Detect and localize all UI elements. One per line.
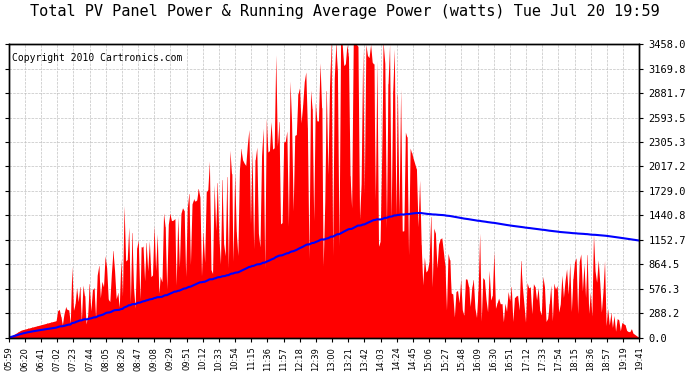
Text: Total PV Panel Power & Running Average Power (watts) Tue Jul 20 19:59: Total PV Panel Power & Running Average P… — [30, 4, 660, 19]
Text: Copyright 2010 Cartronics.com: Copyright 2010 Cartronics.com — [12, 53, 182, 63]
